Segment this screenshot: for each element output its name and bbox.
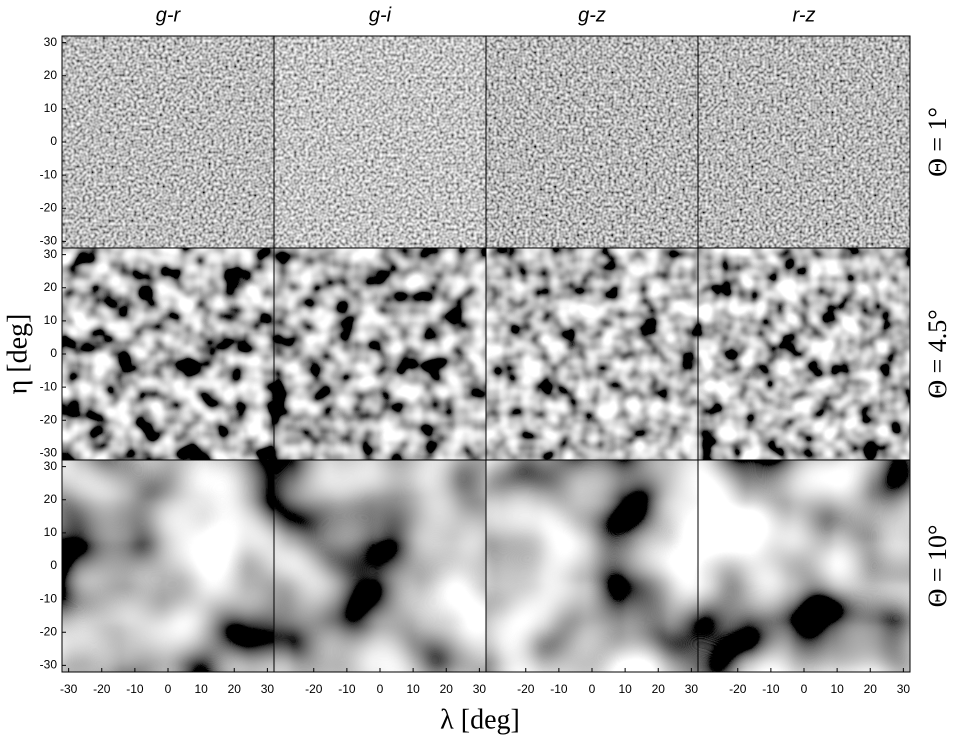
x-tick-label: 10 xyxy=(618,682,632,696)
y-axis-label: η [deg] xyxy=(2,314,33,395)
x-tick-label: 20 xyxy=(228,682,242,696)
y-tick-label: 30 xyxy=(44,247,58,261)
image-panel xyxy=(62,248,274,460)
x-tick-label: 10 xyxy=(194,682,208,696)
y-tick-label: -10 xyxy=(40,167,58,181)
x-tick-label: -30 xyxy=(60,682,78,696)
x-tick-label: 30 xyxy=(897,682,911,696)
x-tick-label: -10 xyxy=(126,682,144,696)
column-title: g-i xyxy=(369,4,392,26)
y-tick-label: 10 xyxy=(44,525,58,539)
x-tick-label: -10 xyxy=(338,682,356,696)
row-label: Θ = 1° xyxy=(923,107,952,177)
y-tick-label: 0 xyxy=(50,346,57,360)
x-tick-label: 10 xyxy=(406,682,420,696)
y-tick-label: -20 xyxy=(40,412,58,426)
image-panel xyxy=(486,36,698,248)
row-label: Θ = 10° xyxy=(923,525,952,608)
y-tick-label: 10 xyxy=(44,101,58,115)
x-tick-label: 30 xyxy=(473,682,487,696)
x-tick-label: 0 xyxy=(165,682,172,696)
y-tick-label: -10 xyxy=(40,379,58,393)
y-tick-label: -10 xyxy=(40,591,58,605)
x-tick-label: -10 xyxy=(762,682,780,696)
y-tick-label: -30 xyxy=(40,658,58,672)
x-axis-label: λ [deg] xyxy=(440,704,520,735)
image-panel xyxy=(486,460,698,672)
x-tick-label: 10 xyxy=(830,682,844,696)
image-panel xyxy=(698,460,910,672)
row-label: Θ = 4.5° xyxy=(923,309,952,398)
x-tick-label: 20 xyxy=(652,682,666,696)
image-panel xyxy=(274,36,486,248)
column-title: g-z xyxy=(578,4,606,26)
y-tick-label: 0 xyxy=(50,558,57,572)
x-tick-label: -20 xyxy=(305,682,323,696)
column-title: g-r xyxy=(156,4,182,26)
x-tick-label: 20 xyxy=(440,682,454,696)
x-tick-label: 0 xyxy=(377,682,384,696)
y-tick-label: 20 xyxy=(44,492,58,506)
column-title: r-z xyxy=(793,4,816,26)
y-tick-label: -30 xyxy=(40,234,58,248)
y-tick-label: -30 xyxy=(40,446,58,460)
x-tick-label: -20 xyxy=(93,682,111,696)
y-tick-label: 10 xyxy=(44,313,58,327)
image-panel xyxy=(698,248,910,460)
x-tick-label: 0 xyxy=(801,682,808,696)
y-tick-label: -20 xyxy=(40,200,58,214)
image-panel xyxy=(274,460,486,672)
y-tick-label: 0 xyxy=(50,134,57,148)
y-tick-label: 30 xyxy=(44,35,58,49)
x-tick-label: 30 xyxy=(685,682,699,696)
y-tick-label: 20 xyxy=(44,280,58,294)
x-tick-label: 0 xyxy=(589,682,596,696)
image-panel xyxy=(274,248,486,460)
image-panel xyxy=(486,248,698,460)
x-tick-label: 20 xyxy=(864,682,878,696)
y-tick-label: 20 xyxy=(44,68,58,82)
x-tick-label: -10 xyxy=(550,682,568,696)
x-tick-label: -20 xyxy=(729,682,747,696)
image-panel xyxy=(62,36,274,248)
image-panel xyxy=(698,36,910,248)
x-tick-label: 30 xyxy=(261,682,275,696)
y-tick-label: 30 xyxy=(44,459,58,473)
x-tick-label: -20 xyxy=(517,682,535,696)
y-tick-label: -20 xyxy=(40,624,58,638)
image-panel xyxy=(62,460,274,672)
